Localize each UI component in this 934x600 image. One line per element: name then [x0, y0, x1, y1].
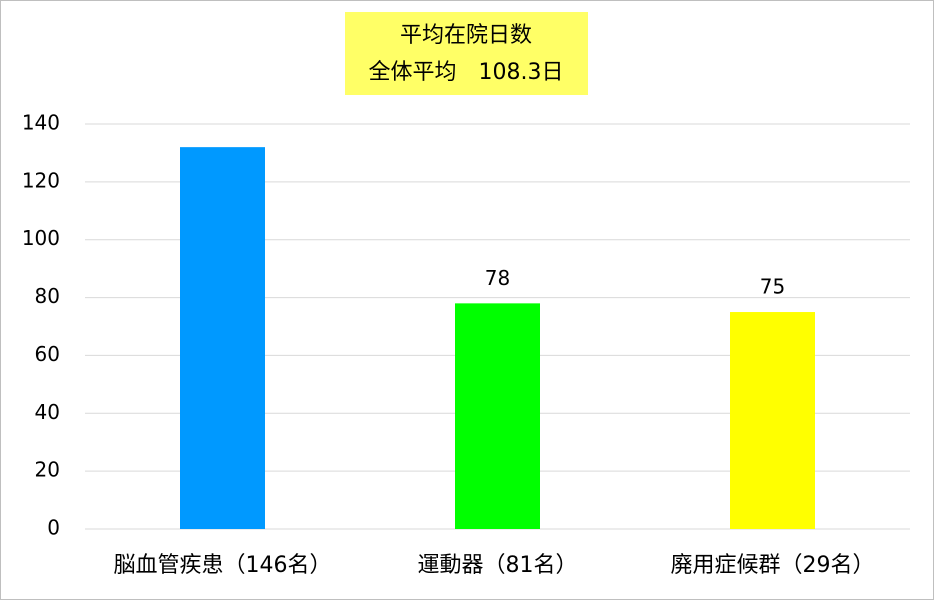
x-tick-label: 運動器（81名） [418, 553, 578, 578]
bar [730, 312, 815, 529]
y-tick-label: 140 [22, 111, 60, 135]
x-tick-label: 廃用症候群（29名） [671, 553, 875, 578]
y-tick-label: 20 [35, 458, 60, 482]
value-label: 75 [760, 275, 785, 299]
value-label: 78 [485, 266, 510, 290]
bar [455, 303, 540, 529]
y-tick-label: 0 [47, 516, 60, 540]
y-tick-label: 40 [35, 400, 60, 424]
chart-subtitle: 全体平均 108.3日 [369, 60, 564, 85]
y-tick-label: 80 [35, 284, 60, 308]
title-box [345, 12, 588, 95]
y-tick-label: 100 [22, 226, 60, 250]
y-tick-label: 120 [22, 168, 60, 192]
y-tick-label: 60 [35, 342, 60, 366]
x-tick-label: 脳血管疾患（146名） [114, 553, 332, 578]
chart-title: 平均在院日数 [400, 23, 532, 48]
bar [180, 147, 265, 529]
